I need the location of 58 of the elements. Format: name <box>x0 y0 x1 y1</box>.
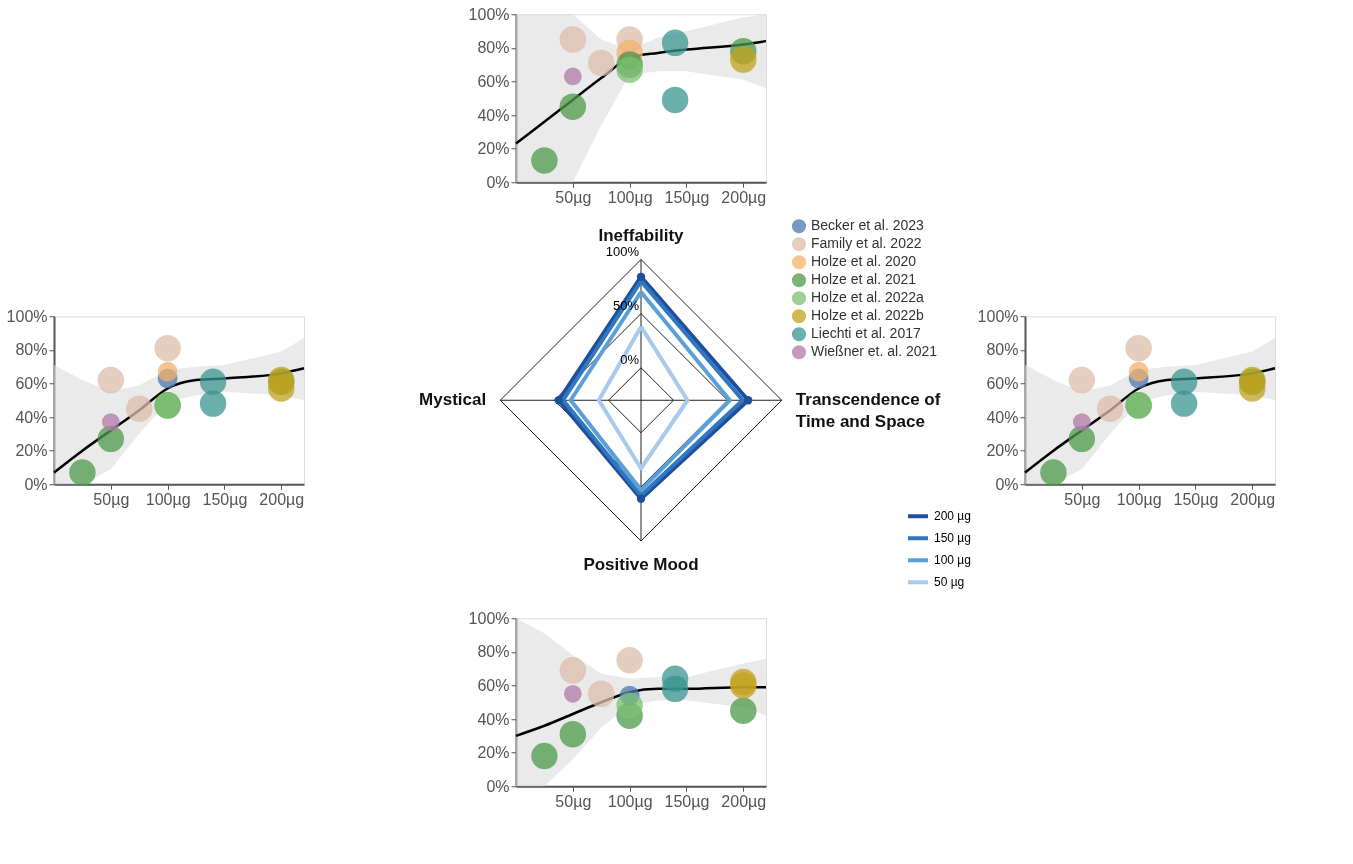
x-tick-label: 200µg <box>721 792 767 810</box>
legend-label: Becker et al. 2023 <box>811 217 925 234</box>
y-tick-label: 80% <box>15 341 48 359</box>
y-tick-label: 60% <box>986 374 1019 392</box>
y-tick-label: 100% <box>6 307 48 325</box>
legend-label: Holze et al. 2020 <box>811 253 917 270</box>
legend-label: 200 µg <box>934 509 971 524</box>
legend-label: 50 µg <box>934 575 965 590</box>
legend-label: Holze et al. 2022b <box>811 307 925 324</box>
x-tick-label: 50µg <box>555 188 592 206</box>
y-tick-label: 20% <box>477 140 510 158</box>
y-tick-label: 80% <box>477 39 510 57</box>
legend-label: Liechti et al. 2017 <box>811 325 921 342</box>
legend-label: Holze et al. 2021 <box>811 271 917 288</box>
y-tick-label: 40% <box>477 710 510 728</box>
y-tick-label: 60% <box>477 72 510 90</box>
y-tick-label: 40% <box>15 408 48 426</box>
x-tick-label: 100µg <box>607 792 653 810</box>
legend-label: Holze et al. 2022a <box>811 289 925 306</box>
x-tick-label: 200µg <box>259 490 305 508</box>
x-tick-label: 100µg <box>145 490 191 508</box>
x-tick-label: 50µg <box>93 490 130 508</box>
y-tick-label: 20% <box>15 442 48 460</box>
y-tick-label: 0% <box>24 475 48 493</box>
y-tick-label: 60% <box>477 676 510 694</box>
x-tick-label: 150µg <box>1173 490 1219 508</box>
x-tick-label: 200µg <box>1230 490 1276 508</box>
y-tick-label: 100% <box>977 307 1019 325</box>
y-tick-label: 20% <box>477 744 510 762</box>
y-tick-label: 80% <box>986 341 1019 359</box>
x-tick-label: 150µg <box>664 188 710 206</box>
y-tick-label: 0% <box>486 777 510 795</box>
spoke-label: Mystical <box>419 390 487 410</box>
y-tick-label: 40% <box>477 106 510 124</box>
legend-label: 100 µg <box>934 553 971 568</box>
y-tick-label: 0% <box>620 351 640 367</box>
spoke-label: Positive Mood <box>583 554 699 574</box>
x-tick-label: 150µg <box>664 792 710 810</box>
spoke-label: Transcendence of Time and Space <box>795 390 941 432</box>
y-tick-label: 100% <box>468 5 510 23</box>
x-tick-label: 200µg <box>721 188 767 206</box>
x-tick-label: 100µg <box>1116 490 1162 508</box>
y-tick-label: 20% <box>986 442 1019 460</box>
x-tick-label: 150µg <box>202 490 248 508</box>
x-tick-label: 50µg <box>555 792 592 810</box>
x-tick-label: 50µg <box>1064 490 1101 508</box>
x-tick-label: 100µg <box>607 188 653 206</box>
y-tick-label: 100% <box>468 609 510 627</box>
y-tick-label: 80% <box>477 643 510 661</box>
y-tick-label: 60% <box>15 374 48 392</box>
y-tick-label: 0% <box>486 173 510 191</box>
y-tick-label: 0% <box>995 475 1019 493</box>
y-tick-label: 100% <box>605 243 640 259</box>
legend-label: Family et al. 2022 <box>811 235 922 252</box>
spoke-label: Ineffability <box>598 225 685 245</box>
y-tick-label: 40% <box>986 408 1019 426</box>
legend-label: 150 µg <box>934 531 971 546</box>
legend-label: Wießner et. al. 2021 <box>811 343 938 360</box>
